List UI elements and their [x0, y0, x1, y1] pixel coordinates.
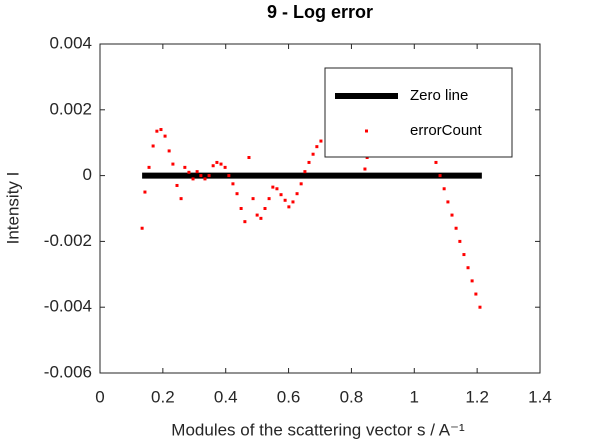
data-point [365, 156, 369, 160]
data-point [163, 134, 167, 138]
data-point [311, 152, 315, 156]
data-point [231, 182, 235, 186]
data-point [223, 165, 227, 169]
legend-label: Zero line [410, 87, 468, 104]
data-point [191, 177, 195, 181]
data-point [203, 177, 207, 181]
legend-label: errorCount [410, 122, 483, 139]
data-point [442, 187, 446, 191]
data-point [199, 174, 203, 178]
legend-box [324, 67, 513, 158]
x-tick-label: 0.2 [151, 387, 175, 406]
data-point [478, 305, 482, 309]
x-tick-label: 1.2 [465, 387, 489, 406]
data-point [466, 266, 470, 270]
data-point [151, 144, 155, 148]
data-point [179, 197, 183, 201]
data-point [251, 197, 255, 201]
data-point [183, 165, 187, 169]
data-point [279, 193, 283, 197]
legend-swatch [365, 129, 368, 133]
data-point [363, 167, 367, 171]
data-point [434, 160, 438, 164]
data-point [438, 174, 442, 178]
data-point [243, 220, 247, 224]
chart-title: 9 - Log error [267, 2, 373, 22]
data-point [263, 207, 267, 210]
data-point [211, 164, 215, 168]
y-axis-label: Intensity I [3, 172, 22, 245]
y-tick-label: -0.002 [44, 231, 92, 250]
data-point [307, 160, 311, 164]
data-point [299, 182, 303, 186]
x-tick-label: 1 [410, 387, 419, 406]
x-axis-label: Modules of the scattering vector s / A⁻¹ [171, 420, 465, 439]
data-point [155, 129, 159, 133]
y-tick-label: 0 [83, 165, 92, 184]
data-point [247, 156, 251, 160]
data-point [175, 183, 179, 187]
data-point [235, 192, 239, 196]
x-tick-label: 1.4 [528, 387, 552, 406]
data-point [283, 198, 287, 202]
data-point [195, 170, 199, 174]
data-point [140, 226, 144, 230]
data-point [239, 207, 243, 210]
x-tick-label: 0.8 [340, 387, 364, 406]
data-point [259, 216, 263, 220]
data-point [315, 145, 319, 149]
data-point [219, 162, 223, 166]
data-point [147, 165, 151, 169]
data-point [462, 253, 466, 257]
data-point [303, 170, 307, 174]
data-point [450, 213, 454, 217]
data-point [171, 162, 175, 166]
data-point [143, 190, 147, 194]
data-point [287, 205, 291, 209]
data-point [267, 197, 271, 201]
data-point [167, 149, 171, 153]
data-point [291, 200, 295, 204]
data-point [255, 213, 259, 217]
data-point [454, 226, 458, 230]
y-tick-label: -0.004 [44, 297, 92, 316]
y-tick-label: 0.004 [49, 33, 92, 52]
data-point [271, 185, 275, 189]
data-point [275, 187, 279, 191]
data-point [207, 174, 211, 178]
y-tick-label: -0.006 [44, 362, 92, 381]
data-point [227, 174, 231, 178]
data-point [159, 128, 163, 132]
data-point [187, 170, 191, 174]
data-point [446, 200, 450, 204]
x-tick-label: 0.4 [214, 387, 238, 406]
x-tick-label: 0.6 [277, 387, 301, 406]
data-point [215, 160, 219, 164]
data-point [474, 292, 478, 296]
data-point [319, 139, 323, 143]
data-point [470, 279, 474, 283]
x-tick-label: 0 [95, 387, 104, 406]
data-point [458, 239, 462, 243]
data-point [295, 192, 299, 196]
y-tick-label: 0.002 [49, 99, 92, 118]
